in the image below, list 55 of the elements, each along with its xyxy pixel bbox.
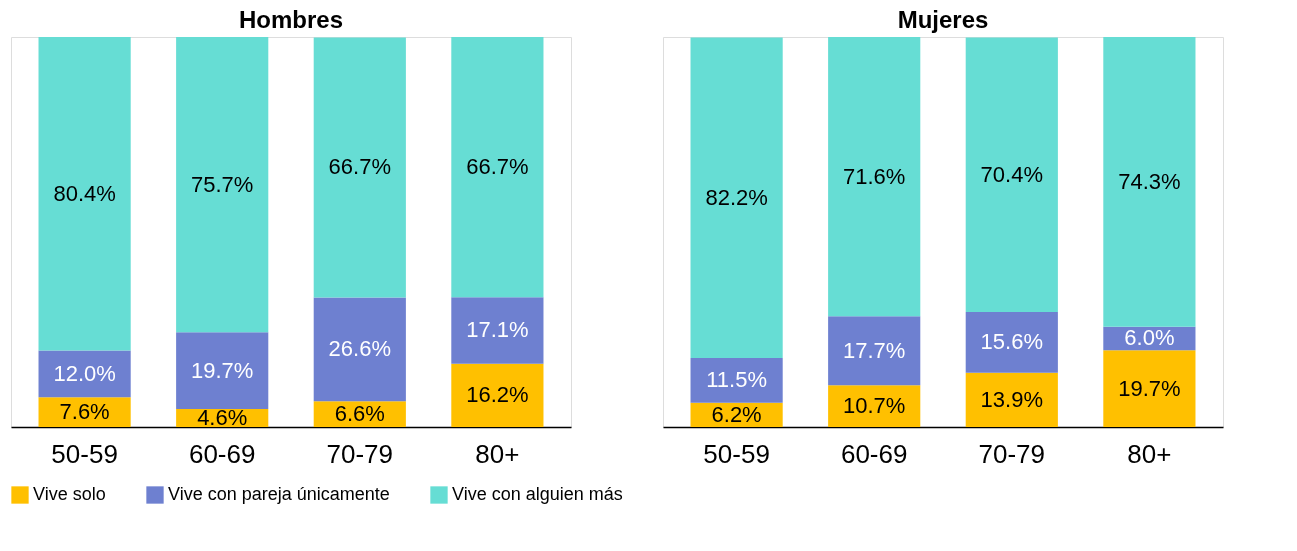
data-label: 66.7% [328,154,391,180]
data-label: 17.1% [466,317,529,343]
bar [828,37,921,317]
data-label: 12.0% [53,360,116,386]
x-tick-label: 70-79 [978,438,1046,469]
legend-label: Vive solo [33,484,106,504]
bar [965,372,1058,427]
bar [313,297,406,402]
data-label: 6.2% [711,401,762,427]
data-label: 19.7% [1118,375,1181,401]
bar [1103,350,1196,427]
data-label: 6.6% [334,401,385,427]
x-tick-label: 50-59 [51,438,118,469]
bar [690,357,783,403]
data-label: 16.2% [466,382,529,408]
data-label: 82.2% [705,184,768,210]
bar [965,37,1058,312]
data-label: 66.7% [466,154,529,180]
data-label: 7.6% [59,399,110,425]
data-label: 10.7% [843,393,906,419]
data-label: 17.7% [843,337,906,363]
chart-title: Hombres [238,6,344,33]
bar [451,363,544,427]
bar [451,37,544,298]
bar [690,37,783,358]
bar [176,37,269,333]
x-tick-label: 80+ [1127,438,1172,469]
bar [965,311,1058,373]
data-label: 11.5% [706,367,767,393]
x-tick-label: 60-69 [188,438,256,469]
legend-label: Vive con alguien más [452,484,623,504]
bar [1103,37,1196,327]
data-label: 80.4% [53,180,116,206]
data-label: 75.7% [191,171,254,197]
legend-label: Vive con pareja únicamente [168,484,390,504]
bar [313,37,406,298]
chart-title: Mujeres [897,6,989,33]
data-label: 13.9% [980,386,1043,412]
data-label: 6.0% [1124,325,1175,351]
x-tick-label: 60-69 [840,438,908,469]
bar [828,385,921,427]
bar [176,332,269,410]
data-label: 70.4% [980,161,1043,187]
x-tick-label: 80+ [475,438,520,469]
data-label: 74.3% [1118,168,1181,194]
data-label: 71.6% [843,163,906,189]
data-label: 19.7% [191,357,254,383]
x-tick-label: 70-79 [326,438,394,469]
data-label: 4.6% [197,405,248,431]
bar [451,297,544,364]
bar [38,37,131,351]
bar [828,316,921,386]
x-tick-label: 50-59 [703,438,770,469]
data-label: 15.6% [980,329,1043,355]
data-label: 26.6% [328,336,391,362]
